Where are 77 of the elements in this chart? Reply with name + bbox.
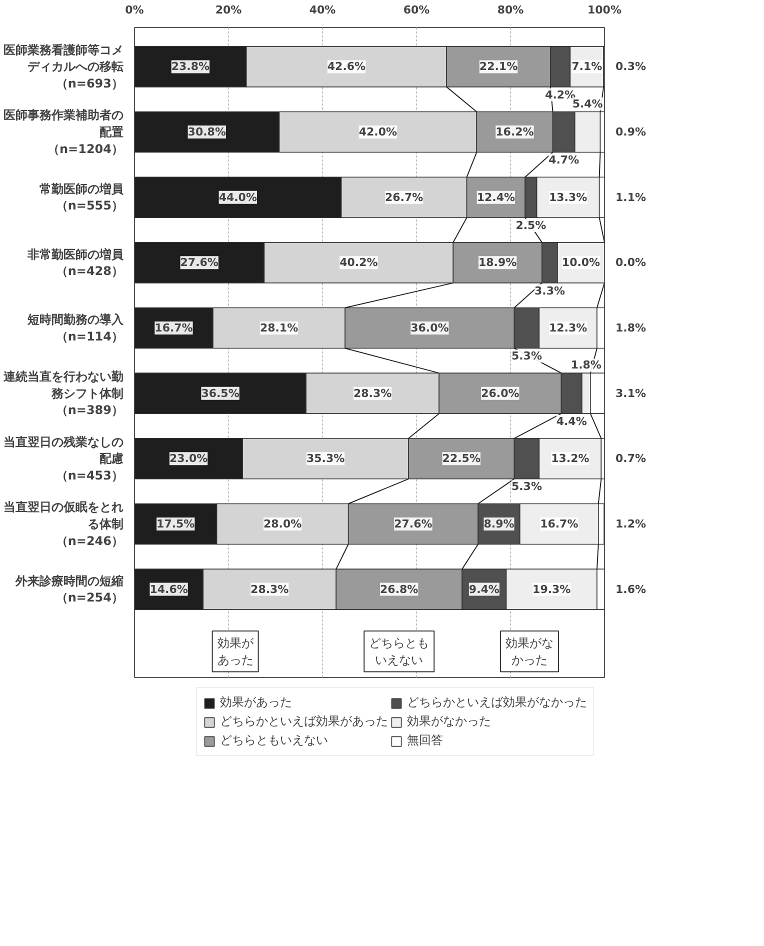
data-label: 26.0%	[481, 386, 520, 400]
annotation: 効果がなかった	[506, 636, 554, 667]
data-label: 0.7%	[616, 452, 646, 466]
data-label: 44.0%	[218, 190, 257, 204]
data-label: 26.8%	[380, 582, 418, 596]
data-label: 7.1%	[572, 60, 602, 74]
data-label: 36.5%	[201, 386, 240, 400]
legend-label: どちらかといえば効果があった	[220, 713, 388, 730]
legend-label: どちらかといえば効果がなかった	[407, 694, 587, 711]
data-label: 13.2%	[551, 452, 590, 466]
legend-label: 効果があった	[220, 694, 292, 711]
y-tick-label: 短時間勤務の導入（n=114）	[26, 312, 124, 344]
data-label: 4.4%	[556, 414, 587, 428]
data-label: 5.3%	[511, 350, 542, 363]
data-label: 0.3%	[616, 60, 646, 74]
annotation: 効果があった	[217, 636, 254, 667]
data-label: 0.9%	[616, 126, 646, 139]
data-label: 1.1%	[616, 190, 646, 204]
x-tick-label: 60%	[403, 4, 430, 16]
y-tick-label: 非常勤医師の増員（n=428）	[26, 247, 124, 278]
y-tick-label: 当直翌日の残業なしの配慮（n=453）	[4, 434, 124, 482]
data-label: 1.6%	[616, 582, 646, 596]
data-label: 22.5%	[442, 452, 480, 466]
legend-label: どちらともいえない	[220, 732, 328, 749]
data-label: 16.7%	[154, 322, 193, 335]
data-label: 23.0%	[169, 452, 208, 466]
y-tick-label: 当直翌日の仮眠をとれる体制（n=246）	[4, 500, 124, 548]
data-label: 36.0%	[410, 322, 449, 335]
data-label: 23.8%	[171, 60, 210, 74]
data-label: 42.0%	[358, 126, 398, 139]
data-label: 16.2%	[496, 126, 534, 139]
legend-label: 効果がなかった	[407, 713, 491, 730]
data-label: 19.3%	[532, 582, 571, 596]
data-label: 17.5%	[156, 517, 195, 530]
y-tick-label: 常勤医師の増員（n=555）	[40, 182, 124, 213]
data-label: 0.0%	[616, 256, 646, 270]
annotation: どちらともいえない	[369, 636, 430, 667]
x-tick-label: 80%	[497, 4, 524, 16]
legend-label: 無回答	[407, 732, 443, 749]
data-label: 26.7%	[384, 190, 424, 204]
y-tick-label: 医師業務看護師等コメディカルへの移転（n=693）	[4, 42, 124, 90]
data-label: 1.8%	[616, 322, 646, 335]
data-label: 1.8%	[570, 358, 602, 372]
x-tick-label: 100%	[588, 4, 622, 16]
data-label: 9.4%	[468, 582, 500, 596]
data-label: 13.3%	[548, 190, 588, 204]
y-tick-label: 医師事務作業補助者の配置（n=1204）	[4, 108, 124, 156]
y-tick-label: 連続当直を行わない勤務シフト体制（n=389）	[2, 370, 124, 418]
data-label: 40.2%	[340, 256, 378, 270]
data-label: 35.3%	[306, 452, 345, 466]
x-tick-label: 20%	[215, 4, 242, 16]
data-label: 28.3%	[353, 386, 392, 400]
data-label: 5.3%	[511, 480, 542, 494]
data-label: 42.6%	[327, 60, 366, 74]
y-tick-label: 外来診療時間の短縮（n=254）	[14, 574, 124, 605]
data-label: 2.5%	[516, 218, 546, 232]
data-label: 28.0%	[263, 517, 302, 530]
data-label: 28.1%	[260, 322, 298, 335]
data-label: 30.8%	[188, 126, 226, 139]
x-tick-label: 40%	[309, 4, 336, 16]
data-label: 28.3%	[250, 582, 289, 596]
data-label: 27.6%	[394, 517, 432, 530]
data-label: 10.0%	[562, 256, 600, 270]
x-tick-label: 0%	[125, 4, 144, 16]
data-label: 12.3%	[548, 322, 588, 335]
data-label: 8.9%	[484, 517, 514, 530]
data-label: 14.6%	[150, 582, 188, 596]
data-label: 1.2%	[616, 517, 646, 530]
data-label: 16.7%	[540, 517, 578, 530]
data-label: 3.3%	[534, 284, 566, 298]
data-label: 3.1%	[616, 386, 646, 400]
data-label: 5.4%	[572, 97, 603, 110]
data-label: 22.1%	[479, 60, 518, 74]
data-label: 27.6%	[180, 256, 218, 270]
data-label: 4.7%	[548, 154, 580, 167]
data-label: 12.4%	[476, 190, 516, 204]
data-label: 18.9%	[478, 256, 517, 270]
